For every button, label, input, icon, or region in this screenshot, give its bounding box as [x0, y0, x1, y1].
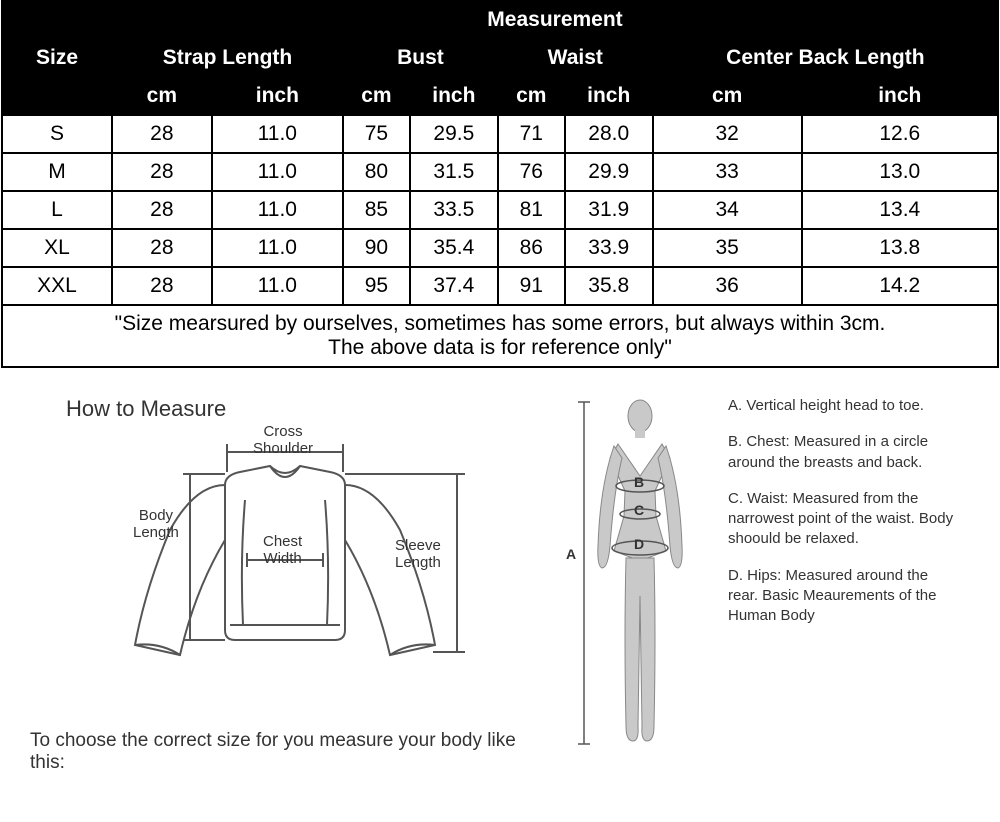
value-cell: 37.4: [410, 267, 498, 305]
garment-column: How to Measure: [30, 396, 540, 774]
group-cbl: Center Back Length: [653, 39, 998, 77]
size-cell: XL: [2, 229, 112, 267]
value-cell: 36: [653, 267, 802, 305]
choose-size-text: To choose the correct size for you measu…: [30, 730, 540, 774]
figure-label-a: A: [566, 546, 576, 562]
size-cell: XXL: [2, 267, 112, 305]
value-cell: 28: [112, 267, 212, 305]
size-chart-table: Size Measurement Strap Length Bust Waist…: [1, 0, 999, 368]
table-row: XL2811.09035.48633.93513.8: [2, 229, 998, 267]
value-cell: 11.0: [212, 153, 343, 191]
measurement-header: Measurement: [112, 1, 998, 39]
value-cell: 34: [653, 191, 802, 229]
unit-cell: cm: [343, 77, 410, 115]
unit-cell: inch: [212, 77, 343, 115]
unit-cell: cm: [653, 77, 802, 115]
value-cell: 13.4: [802, 191, 998, 229]
value-cell: 33: [653, 153, 802, 191]
value-cell: 13.8: [802, 229, 998, 267]
def-b: B. Chest: Measured in a circle around th…: [728, 432, 958, 473]
note-cell: "Size mearsured by ourselves, sometimes …: [2, 305, 998, 367]
how-to-measure-title: How to Measure: [66, 396, 540, 422]
note-line: "Size mearsured by ourselves, sometimes …: [7, 312, 993, 336]
value-cell: 11.0: [212, 229, 343, 267]
value-cell: 35: [653, 229, 802, 267]
body-svg: [570, 396, 710, 756]
table-row: L2811.08533.58131.93413.4: [2, 191, 998, 229]
value-cell: 11.0: [212, 115, 343, 153]
unit-cell: inch: [410, 77, 498, 115]
value-cell: 76: [498, 153, 565, 191]
def-a: A. Vertical height head to toe.: [728, 396, 958, 416]
label-sleeve-length: SleeveLength: [395, 538, 441, 571]
value-cell: 95: [343, 267, 410, 305]
how-to-measure-section: How to Measure: [0, 368, 1000, 784]
value-cell: 28.0: [565, 115, 653, 153]
body-column: A B C D A. Vertical height head to toe. …: [570, 396, 958, 774]
table-row: S2811.07529.57128.03212.6: [2, 115, 998, 153]
size-cell: M: [2, 153, 112, 191]
value-cell: 35.8: [565, 267, 653, 305]
value-cell: 28: [112, 115, 212, 153]
value-cell: 29.9: [565, 153, 653, 191]
value-cell: 33.9: [565, 229, 653, 267]
value-cell: 11.0: [212, 267, 343, 305]
value-cell: 80: [343, 153, 410, 191]
figure-label-d: D: [634, 536, 644, 552]
size-header: Size: [2, 1, 112, 115]
group-bust: Bust: [343, 39, 498, 77]
value-cell: 31.5: [410, 153, 498, 191]
body-figure: A B C D: [570, 396, 710, 756]
value-cell: 14.2: [802, 267, 998, 305]
value-cell: 71: [498, 115, 565, 153]
value-cell: 35.4: [410, 229, 498, 267]
group-waist: Waist: [498, 39, 653, 77]
figure-label-b: B: [634, 474, 644, 490]
label-cross-shoulder: CrossShoulder: [253, 424, 313, 457]
group-strap: Strap Length: [112, 39, 343, 77]
garment-diagram: CrossShoulder BodyLength ChestWidth Slee…: [75, 430, 495, 690]
value-cell: 12.6: [802, 115, 998, 153]
value-cell: 28: [112, 191, 212, 229]
note-row: "Size mearsured by ourselves, sometimes …: [2, 305, 998, 367]
definitions-list: A. Vertical height head to toe. B. Chest…: [728, 396, 958, 774]
table-row: M2811.08031.57629.93313.0: [2, 153, 998, 191]
size-cell: L: [2, 191, 112, 229]
value-cell: 91: [498, 267, 565, 305]
value-cell: 33.5: [410, 191, 498, 229]
unit-cell: inch: [565, 77, 653, 115]
value-cell: 32: [653, 115, 802, 153]
figure-label-c: C: [634, 502, 644, 518]
value-cell: 31.9: [565, 191, 653, 229]
unit-cell: inch: [802, 77, 998, 115]
table-row: XXL2811.09537.49135.83614.2: [2, 267, 998, 305]
def-c: C. Waist: Measured from the narrowest po…: [728, 489, 958, 550]
value-cell: 28: [112, 229, 212, 267]
def-d: D. Hips: Measured around the rear. Basic…: [728, 566, 958, 627]
label-chest-width: ChestWidth: [263, 534, 302, 567]
value-cell: 28: [112, 153, 212, 191]
value-cell: 85: [343, 191, 410, 229]
value-cell: 13.0: [802, 153, 998, 191]
unit-cell: cm: [498, 77, 565, 115]
label-body-length: BodyLength: [133, 508, 179, 541]
value-cell: 86: [498, 229, 565, 267]
value-cell: 90: [343, 229, 410, 267]
value-cell: 75: [343, 115, 410, 153]
value-cell: 81: [498, 191, 565, 229]
size-cell: S: [2, 115, 112, 153]
note-line: The above data is for reference only": [7, 336, 993, 360]
value-cell: 11.0: [212, 191, 343, 229]
value-cell: 29.5: [410, 115, 498, 153]
unit-cell: cm: [112, 77, 212, 115]
